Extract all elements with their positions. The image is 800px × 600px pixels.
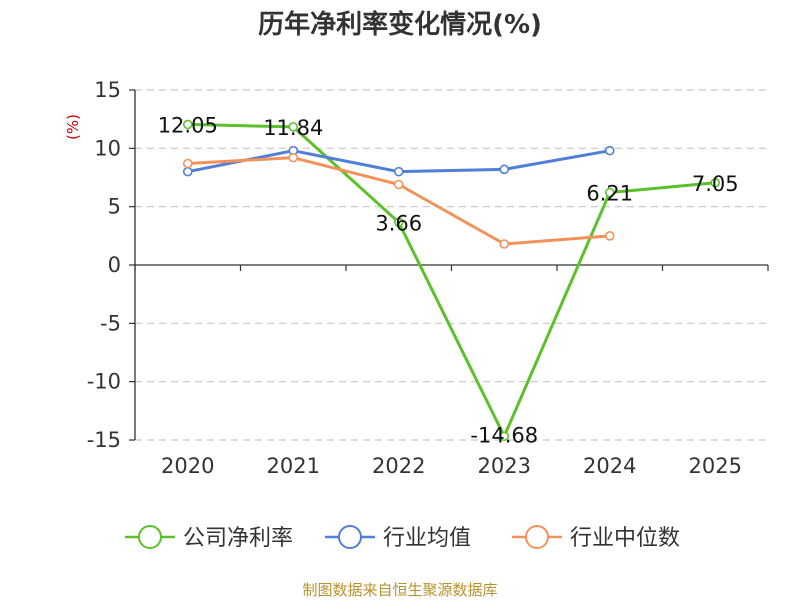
series-point-2 — [604, 231, 615, 241]
series-points — [182, 119, 721, 442]
series-point-1 — [499, 164, 510, 175]
x-tick-label: 2022 — [372, 454, 425, 478]
legend-label: 行业中位数 — [570, 526, 680, 551]
chart-title: 历年净利率变化情况(%) — [258, 9, 542, 40]
x-tick-label: 2024 — [583, 454, 636, 478]
series-point-1 — [604, 145, 615, 156]
series-point-1 — [182, 166, 193, 177]
series-point-0 — [499, 431, 510, 442]
series-point-0 — [393, 217, 404, 228]
legend-label: 行业均值 — [383, 526, 471, 551]
series-point-1 — [393, 166, 404, 177]
y-tick-label: 5 — [108, 195, 121, 219]
series-point-2 — [499, 239, 510, 249]
x-tick-label: 2020 — [161, 454, 214, 478]
x-tick-labels: 2020 2021 2022 2023 2024 2025 — [161, 454, 742, 478]
data-label: 6.21 — [586, 182, 633, 206]
source-note: 制图数据来自恒生聚源数据库 — [302, 581, 497, 599]
x-tick-label: 2023 — [478, 454, 531, 478]
data-label: 11.84 — [263, 116, 323, 140]
series-point-0 — [288, 122, 299, 132]
data-label: 7.05 — [692, 172, 739, 196]
y-tick-label: 15 — [94, 78, 121, 102]
legend-item-0[interactable]: 公司净利率 — [125, 525, 293, 551]
legend-label: 公司净利率 — [183, 526, 293, 551]
series-lines — [187, 122, 716, 438]
y-axis-label: (%) — [64, 114, 82, 140]
y-tick-label: 0 — [108, 253, 121, 277]
data-label: -14.68 — [470, 423, 538, 447]
legend-swatch-marker — [338, 525, 362, 549]
axes — [129, 89, 769, 441]
data-labels: 12.05 11.84 3.66 -14.68 6.21 7.05 — [158, 113, 739, 447]
legend-item-1[interactable]: 行业均值 — [325, 525, 471, 551]
data-label: 3.66 — [375, 211, 422, 235]
series-point-2 — [182, 158, 193, 169]
series-point-2 — [393, 179, 404, 190]
legend[interactable]: 公司净利率 行业均值 行业中位数 — [125, 525, 680, 551]
series-point-0 — [182, 119, 193, 130]
x-tick-label: 2025 — [689, 454, 742, 478]
data-label: 12.05 — [158, 113, 218, 137]
legend-swatch-marker — [525, 525, 549, 549]
y-tick-labels: 15 10 5 0 -5 -10 -15 — [87, 78, 121, 452]
x-tick-label: 2021 — [267, 454, 320, 478]
series-point-0 — [710, 177, 721, 188]
y-tick-label: -15 — [87, 428, 121, 452]
grid-lines — [135, 89, 768, 441]
y-tick-label: -10 — [87, 370, 121, 394]
series-point-2 — [288, 152, 299, 163]
series-point-0 — [604, 187, 615, 198]
legend-swatch-marker — [138, 525, 162, 549]
legend-item-2[interactable]: 行业中位数 — [512, 525, 680, 551]
y-tick-label: 10 — [94, 136, 121, 160]
y-tick-label: -5 — [100, 311, 121, 335]
series-line-0 — [187, 122, 716, 438]
